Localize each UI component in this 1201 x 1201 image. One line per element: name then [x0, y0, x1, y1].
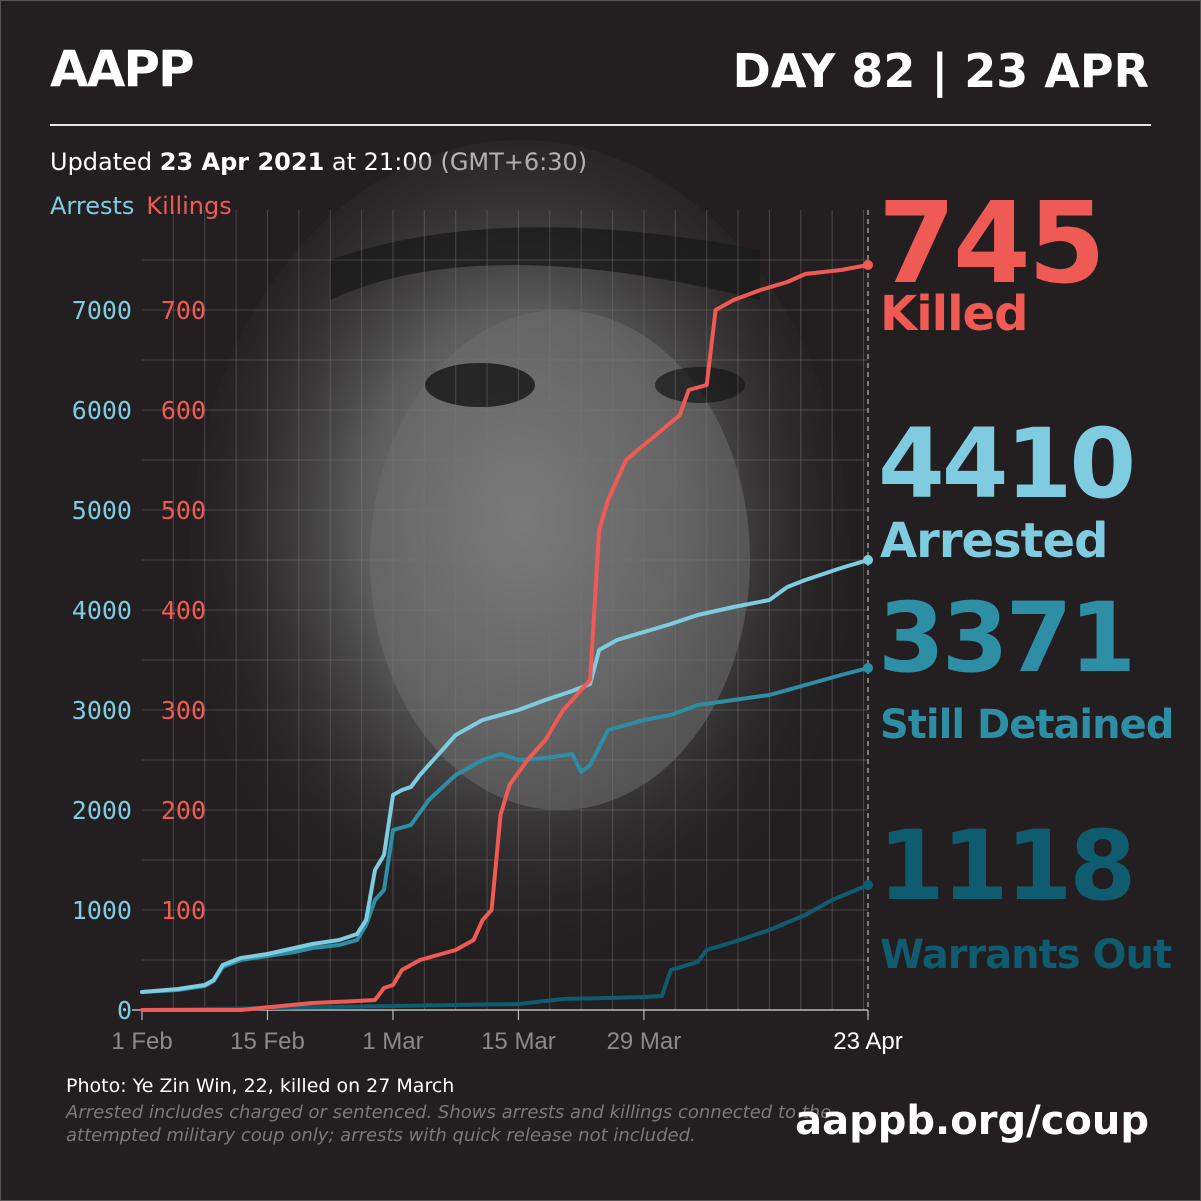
- x-tick-label: 15 Feb: [230, 1028, 305, 1055]
- portrait-eye-left: [425, 363, 535, 407]
- y-tick-arrests: 4000: [72, 596, 132, 625]
- arrested-count: 4410: [878, 408, 1136, 520]
- x-tick-label: 23 Apr: [833, 1028, 902, 1055]
- series-line-killings: [140, 263, 870, 1012]
- x-tick-label: 1 Mar: [362, 1028, 423, 1055]
- chart-grid: [142, 210, 868, 1010]
- updated-date: 23 Apr 2021: [159, 148, 325, 176]
- arrested-label: Arrested: [880, 513, 1108, 569]
- y-tick-killings: 200: [161, 796, 206, 825]
- killed-label: Killed: [880, 286, 1028, 342]
- y-tick-killings: 100: [161, 896, 206, 925]
- aapp-logo: AAPP: [50, 40, 195, 98]
- portrait-hair: [330, 227, 760, 300]
- y-tick-killings: 500: [161, 496, 206, 525]
- series-line-arrests: [140, 558, 870, 994]
- x-tick-label: 29 Mar: [607, 1028, 682, 1055]
- chart-axes: 0 1000 2000 3000 4000 5000 6000 7000 100 200 300 40…: [72, 210, 903, 1055]
- detained-count: 3371: [878, 582, 1136, 694]
- y-tick-arrests: 2000: [72, 796, 132, 825]
- legend-killings: Killings: [146, 192, 232, 220]
- y-tick-arrests: 1000: [72, 896, 132, 925]
- y-tick-arrests: 7000: [72, 296, 132, 325]
- x-tick-label: 1 Feb: [111, 1028, 172, 1055]
- y-tick-killings: 400: [161, 596, 206, 625]
- methodology-note: Arrested includes charged or sentenced. …: [66, 1102, 832, 1146]
- header-divider: [50, 124, 1151, 126]
- killed-count: 745: [878, 179, 1106, 309]
- y-tick-killings: 600: [161, 396, 206, 425]
- series-end-dot-killings: [863, 260, 873, 270]
- x-tick-label: 15 Mar: [481, 1028, 556, 1055]
- y-tick-killings: 300: [161, 696, 206, 725]
- legend-arrests: Arrests: [50, 192, 135, 220]
- y-tick-arrests: 0: [117, 996, 132, 1025]
- series-end-dot-warrants-out: [863, 880, 873, 890]
- y-tick-arrests: 3000: [72, 696, 132, 725]
- series-end-dot-arrests: [863, 555, 873, 565]
- chart-legend: Arrests Killings: [50, 192, 232, 220]
- y-tick-arrests: 5000: [72, 496, 132, 525]
- source-url[interactable]: aappb.org/coup: [795, 1098, 1149, 1144]
- warrants-count: 1118: [878, 810, 1136, 922]
- day-label: DAY 82 | 23 APR: [732, 44, 1149, 98]
- detained-label: Still Detained: [880, 702, 1174, 748]
- photo-credit: Photo: Ye Zin Win, 22, killed on 27 Marc…: [66, 1075, 455, 1097]
- y-tick-arrests: 6000: [72, 396, 132, 425]
- updated-prefix: Updated: [50, 148, 160, 176]
- series-line-warrants-out: [140, 883, 870, 1012]
- warrants-label: Warrants Out: [880, 932, 1172, 978]
- chart-lines: [140, 260, 873, 1012]
- series-end-dot-still-detained: [863, 663, 873, 673]
- y-tick-killings: 700: [161, 296, 206, 325]
